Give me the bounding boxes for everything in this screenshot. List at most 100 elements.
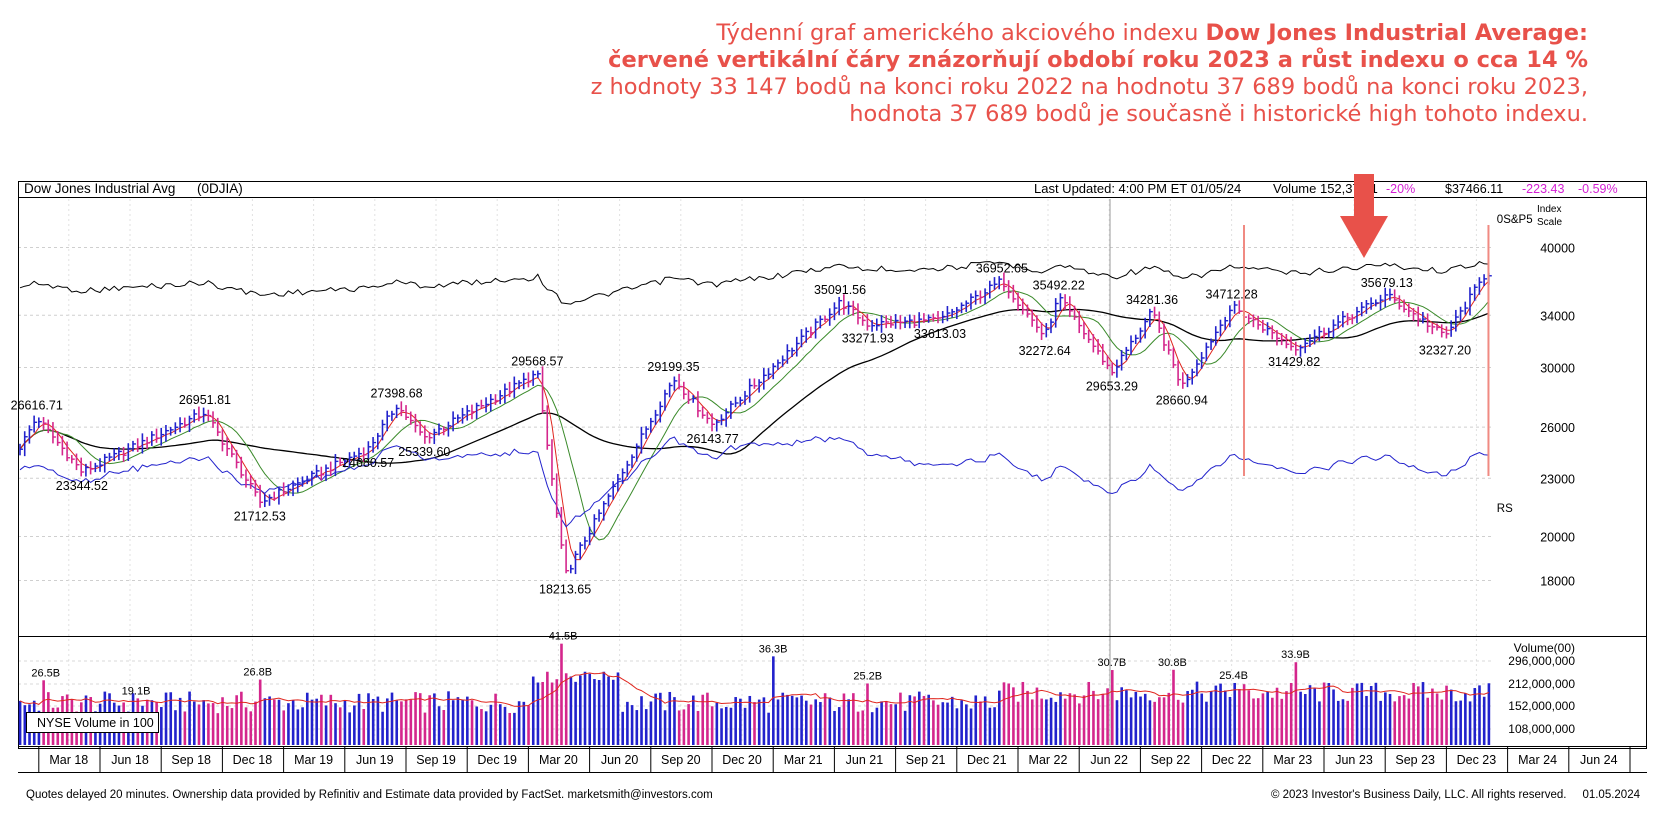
weekly-price-bar [1375,299,1379,307]
weekly-price-bar [1219,319,1224,337]
volume-bar [470,700,474,745]
weekly-price-bar [1304,338,1309,354]
volume-bar [960,700,963,745]
volume-bar [1266,691,1269,745]
volume-bar [268,696,271,745]
weekly-price-bar [763,368,767,390]
weekly-price-bar [1026,304,1031,318]
volume-bar [1073,694,1076,745]
weekly-price-bar [1097,339,1102,355]
volume-bar [531,676,535,745]
weekly-price-bar [136,438,141,452]
footer-copyright: © 2023 Investor's Business Daily, LLC. A… [1270,789,1640,801]
volume-bar [1332,689,1335,745]
weekly-price-bar [546,405,551,450]
weekly-price-bar [584,536,588,550]
volume-bar [371,698,375,745]
weekly-price-bar [617,473,621,492]
weekly-price-bar [678,373,683,390]
volume-bar [221,697,224,745]
weekly-price-bar [1450,320,1455,337]
volume-bar [423,712,427,745]
volume-bar [536,682,540,745]
volume-bar [522,701,526,745]
weekly-price-bar [367,441,372,461]
weekly-price-bar [715,419,720,432]
weekly-price-bar [428,431,433,444]
price-tick-label: 20000 [1540,531,1575,545]
weekly-price-bar [833,302,838,321]
volume-bar [475,706,479,745]
volume-bar [1026,690,1029,745]
weekly-price-bar [1257,315,1262,330]
volume-bar [442,709,446,745]
x-axis: Mar 18 Jun 18 Sep 18 Dec 18 Mar 19 Jun 19 Sep … [38,747,1631,772]
volume-bar [207,703,210,745]
weekly-price-bar [1464,301,1469,315]
weekly-price-bar [1054,298,1059,328]
volume-bar [1106,688,1109,745]
weekly-price-bar [457,414,461,424]
weekly-price-bar [339,457,344,466]
volume-bar [739,698,742,745]
volume-bar [696,710,700,745]
volume-bar [899,692,902,745]
volume-bar [216,713,220,745]
volume-bar [1096,699,1100,745]
weekly-price-bar [212,411,217,428]
x-axis-label: Dec 18 [233,753,273,767]
weekly-price-bar [654,409,659,425]
weekly-price-bar [890,315,894,328]
weekly-price-bar [758,379,763,393]
volume-bar [607,676,610,745]
volume-bar [659,692,662,745]
volume-bar [715,702,719,745]
weekly-price-bar [682,381,687,400]
weekly-price-bar [1069,296,1073,318]
volume-bar [164,692,168,745]
volume-bar [706,692,709,745]
price-annotation-label: 32327.20 [1419,343,1471,357]
volume-bar [1205,701,1208,745]
volume-bar [644,709,648,745]
volume-bar [418,693,422,745]
volume-bar [202,700,205,745]
volume-annotation-label: 41.5B [549,631,578,643]
weekly-price-bar [1205,342,1210,362]
weekly-price-bar [1440,324,1445,338]
volume-bar [753,702,756,745]
volume-bar [466,696,469,745]
sp500-label: 0S&P5 [1497,214,1533,226]
weekly-price-bar [66,441,71,462]
weekly-price-bar [381,419,386,441]
weekly-price-bar [489,394,494,412]
volume-bar [1021,681,1025,745]
weekly-price-bar [1459,306,1464,322]
weekly-price-bar [19,443,23,456]
volume-bar [310,699,314,745]
weekly-price-bar [306,475,311,485]
weekly-price-bar [645,426,650,439]
weekly-price-bar [668,382,673,398]
volume-bar [677,710,681,745]
x-axis-label: Jun 24 [1580,753,1618,767]
volume-bar [1374,682,1378,745]
weekly-price-bar [795,336,800,357]
x-axis-label: Jun 18 [111,753,149,767]
volume-bar [498,704,502,745]
volume-bar [913,696,916,745]
weekly-price-bar [471,404,475,420]
weekly-price-bar [1473,284,1478,301]
volume-bar [767,712,770,745]
weekly-price-bar [85,463,89,477]
volume-bar [437,706,441,745]
weekly-price-bar [697,391,701,418]
price-annotation-label: 29199.35 [647,360,699,374]
footer-disclaimer: Quotes delayed 20 minutes. Ownership dat… [26,789,713,801]
price-axis: 40000 34000 30000 26000 23000 20000 18000 Index… [1537,204,1575,589]
weekly-price-bar [334,454,339,477]
volume-bar [673,697,676,745]
volume-bar [1341,699,1345,745]
weekly-price-bar [659,401,664,423]
